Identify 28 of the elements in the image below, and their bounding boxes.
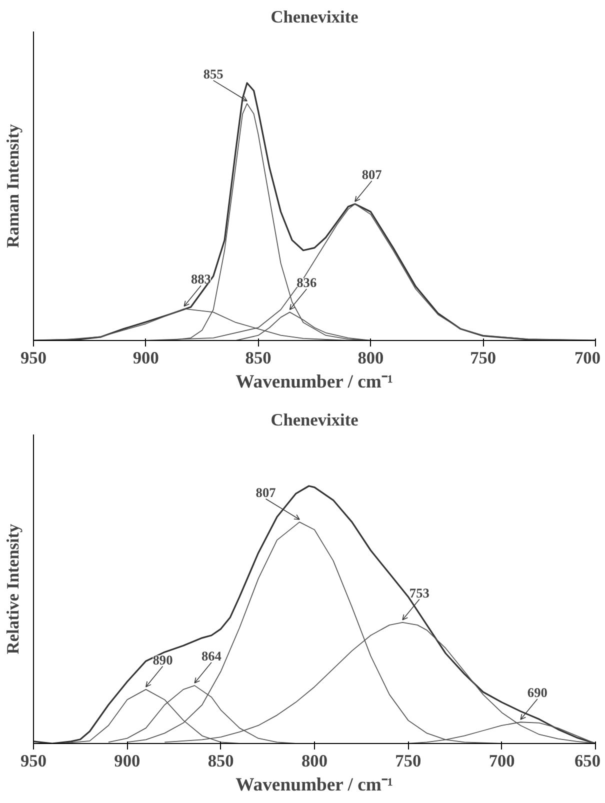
x-tick-label: 750 bbox=[395, 752, 422, 770]
annotation: 690 bbox=[527, 684, 548, 700]
x-tick-label: 850 bbox=[245, 348, 272, 368]
chart-title: Chenevixite bbox=[270, 410, 359, 430]
annotation: 753 bbox=[409, 585, 430, 600]
y-axis-title: Relative Intensity bbox=[4, 523, 22, 654]
x-tick-label: 700 bbox=[488, 752, 515, 770]
x-tick-label: 700 bbox=[574, 348, 601, 368]
annotation: 836 bbox=[296, 275, 317, 290]
chart-title: Chenevixite bbox=[270, 8, 359, 26]
annotation: 807 bbox=[256, 484, 276, 500]
annotation: 864 bbox=[201, 648, 222, 664]
x-tick-label: 900 bbox=[114, 752, 140, 770]
x-tick-label: 800 bbox=[302, 752, 328, 770]
x-axis-title: Wavenumber / cm⁻¹ bbox=[236, 774, 394, 796]
x-tick-label: 800 bbox=[358, 348, 384, 368]
x-tick-label: 650 bbox=[574, 752, 601, 770]
annotation: 890 bbox=[152, 652, 174, 668]
x-tick-label: 950 bbox=[20, 348, 47, 368]
x-axis-title: Wavenumber / cm⁻¹ bbox=[236, 372, 394, 392]
x-tick-label: 850 bbox=[208, 752, 234, 770]
x-tick-label: 750 bbox=[470, 348, 496, 368]
y-axis-title: Raman Intensity bbox=[4, 124, 22, 248]
x-tick-label: 950 bbox=[20, 752, 47, 770]
x-tick-label: 900 bbox=[132, 348, 159, 368]
annotation: 807 bbox=[362, 166, 382, 182]
annotation: 855 bbox=[203, 66, 224, 82]
annotation: 883 bbox=[190, 272, 212, 287]
